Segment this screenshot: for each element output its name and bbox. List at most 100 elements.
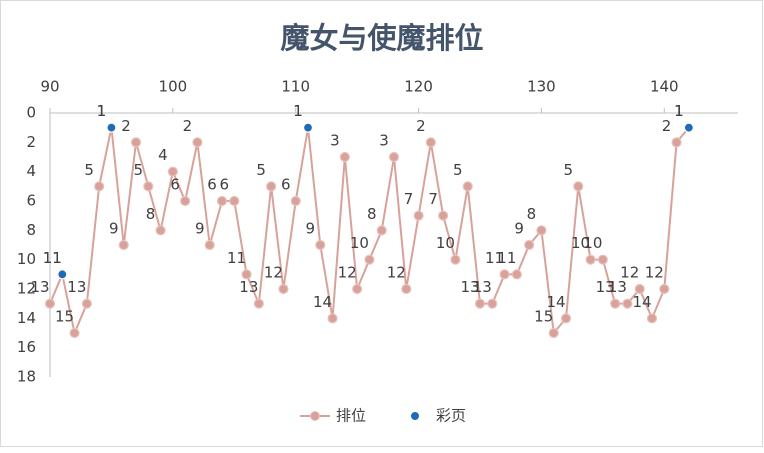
data-point bbox=[278, 283, 289, 295]
data-label: 8 bbox=[527, 205, 537, 223]
data-label: 11 bbox=[43, 249, 62, 267]
data-label: 1 bbox=[293, 102, 303, 120]
legend-marker bbox=[410, 411, 420, 421]
data-point bbox=[241, 269, 252, 280]
data-point bbox=[315, 239, 326, 251]
data-label: 3 bbox=[379, 132, 389, 150]
data-point bbox=[671, 137, 682, 148]
data-point bbox=[216, 195, 228, 207]
x-tick-label: 140 bbox=[650, 78, 679, 96]
data-label: 8 bbox=[146, 205, 156, 223]
data-label: 10 bbox=[436, 234, 455, 252]
data-label: 12 bbox=[338, 264, 357, 282]
data-point bbox=[438, 210, 449, 221]
data-point bbox=[646, 313, 658, 324]
data-point bbox=[204, 239, 215, 251]
data-point bbox=[573, 181, 584, 192]
data-label: 10 bbox=[571, 234, 590, 252]
data-label: 1 bbox=[674, 102, 684, 120]
data-point bbox=[462, 181, 473, 192]
y-tick-label: 12 bbox=[17, 280, 36, 298]
data-point bbox=[106, 122, 117, 133]
data-label: 10 bbox=[583, 234, 602, 252]
data-point bbox=[167, 166, 178, 177]
data-label: 5 bbox=[453, 161, 463, 179]
data-point bbox=[266, 181, 277, 192]
data-point bbox=[327, 313, 338, 324]
data-label: 12 bbox=[620, 264, 639, 282]
data-point bbox=[499, 269, 510, 280]
y-tick-label: 10 bbox=[17, 250, 36, 268]
data-label: 12 bbox=[645, 264, 664, 282]
data-label: 2 bbox=[183, 117, 193, 135]
data-label: 11 bbox=[227, 249, 246, 267]
data-label: 13 bbox=[460, 278, 479, 296]
data-label: 13 bbox=[473, 278, 492, 296]
data-label: 14 bbox=[313, 293, 332, 311]
y-tick-label: 8 bbox=[26, 221, 36, 239]
data-point bbox=[536, 225, 547, 236]
y-tick-label: 18 bbox=[17, 368, 36, 386]
data-point bbox=[401, 283, 412, 295]
data-label: 13 bbox=[239, 278, 258, 296]
data-label: 7 bbox=[428, 190, 438, 208]
data-point bbox=[683, 122, 694, 133]
data-point bbox=[339, 151, 350, 163]
x-tick-label: 110 bbox=[281, 78, 310, 96]
data-label: 4 bbox=[158, 146, 168, 164]
data-label: 15 bbox=[55, 308, 74, 326]
data-point bbox=[585, 254, 596, 265]
y-tick-label: 2 bbox=[26, 133, 36, 151]
data-label: 10 bbox=[350, 234, 369, 252]
data-point bbox=[622, 298, 633, 309]
data-point bbox=[229, 195, 240, 207]
data-point bbox=[364, 254, 375, 265]
data-label: 12 bbox=[264, 264, 283, 282]
data-label: 1 bbox=[674, 102, 684, 120]
data-point bbox=[560, 313, 572, 324]
x-tick-label: 90 bbox=[40, 78, 59, 96]
data-label: 11 bbox=[43, 249, 62, 267]
x-tick-label: 100 bbox=[159, 78, 188, 96]
y-tick-label: 6 bbox=[26, 192, 36, 210]
legend-marker bbox=[310, 411, 320, 421]
data-point bbox=[155, 225, 166, 236]
data-label: 6 bbox=[207, 176, 217, 194]
y-tick-label: 4 bbox=[26, 162, 36, 180]
y-tick-label: 16 bbox=[17, 338, 36, 356]
data-point bbox=[44, 298, 56, 309]
data-point bbox=[57, 269, 68, 280]
data-point bbox=[511, 269, 522, 280]
data-point bbox=[376, 225, 387, 236]
data-point bbox=[487, 298, 498, 309]
data-label: 9 bbox=[109, 220, 119, 238]
data-label: 13 bbox=[608, 278, 627, 296]
data-point bbox=[474, 298, 486, 309]
data-point bbox=[548, 327, 559, 339]
data-label: 3 bbox=[330, 132, 340, 150]
data-point bbox=[425, 137, 436, 148]
y-tick-label: 0 bbox=[26, 104, 36, 122]
data-point bbox=[253, 298, 264, 309]
data-label: 2 bbox=[121, 117, 131, 135]
data-point bbox=[659, 283, 670, 295]
data-label: 8 bbox=[367, 205, 377, 223]
data-label: 7 bbox=[404, 190, 414, 208]
data-point bbox=[388, 151, 400, 163]
data-point bbox=[143, 181, 154, 192]
x-tick-label: 120 bbox=[404, 78, 433, 96]
data-label: 9 bbox=[514, 220, 524, 238]
data-label: 2 bbox=[416, 117, 426, 135]
data-label: 6 bbox=[220, 176, 230, 194]
data-label: 5 bbox=[564, 161, 574, 179]
data-label: 2 bbox=[662, 117, 672, 135]
data-label: 13 bbox=[596, 278, 615, 296]
data-label: 9 bbox=[306, 220, 316, 238]
data-point bbox=[81, 298, 92, 309]
data-label: 1 bbox=[293, 102, 303, 120]
data-point bbox=[610, 298, 621, 309]
data-point bbox=[69, 327, 80, 339]
chart-title: 魔女与使魔排位 bbox=[280, 21, 483, 55]
